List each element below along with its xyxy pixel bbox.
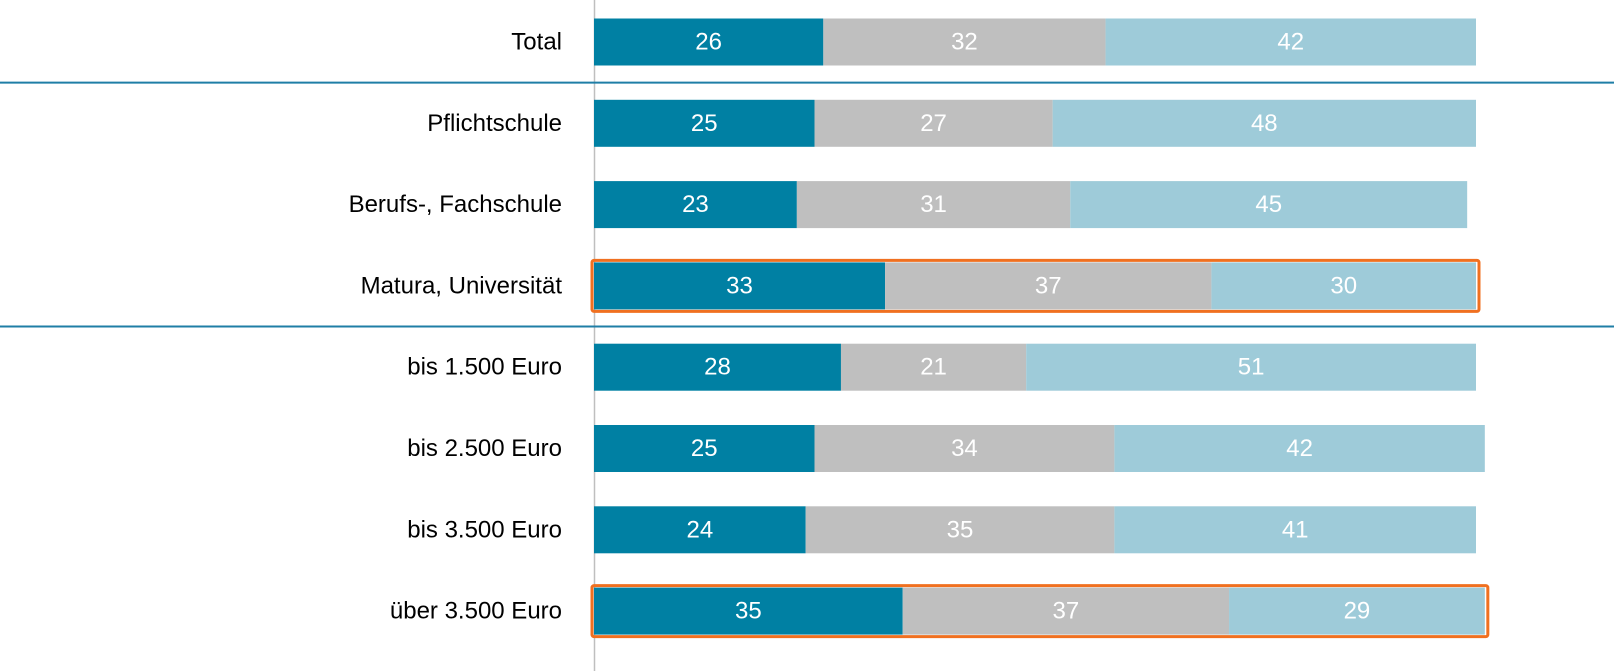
bar-segment	[1211, 262, 1476, 310]
bar-segment	[1114, 506, 1476, 554]
data-label: 35	[947, 516, 974, 543]
bar-segment	[594, 343, 841, 391]
bar-segment	[594, 425, 815, 472]
data-label: 23	[682, 191, 709, 218]
bar-segment	[1052, 99, 1476, 147]
data-label: 51	[1238, 354, 1265, 381]
bar-segment	[796, 181, 1071, 229]
data-label: 34	[951, 435, 978, 462]
bar-segment	[823, 18, 1106, 66]
highlight-box	[590, 584, 1490, 639]
data-label: 24	[686, 516, 713, 543]
bar-segment	[594, 18, 824, 66]
data-label: 28	[704, 354, 731, 381]
data-label: 27	[920, 110, 947, 137]
bar-segment	[885, 262, 1212, 310]
data-label: 42	[1277, 29, 1304, 56]
bar-segment	[805, 506, 1115, 554]
y-tick-label: bis 1.500 Euro	[407, 354, 562, 381]
bar-segment	[1105, 18, 1476, 66]
bar-segment	[814, 425, 1115, 472]
data-label: 25	[691, 435, 718, 462]
y-tick-label: bis 2.500 Euro	[407, 435, 562, 462]
data-label: 31	[920, 191, 947, 218]
bar-segment	[1070, 181, 1468, 229]
data-label: 37	[1035, 272, 1062, 299]
data-label: 32	[951, 29, 978, 56]
bar-segment	[1229, 587, 1485, 635]
bar-segment	[1114, 425, 1485, 472]
y-tick-label: Berufs-, Fachschule	[349, 191, 562, 218]
data-label: 41	[1282, 516, 1309, 543]
y-tick-label: Pflichtschule	[427, 110, 562, 137]
data-label: 48	[1251, 110, 1278, 137]
data-label: 35	[735, 598, 762, 625]
y-tick-label: Total	[511, 29, 562, 56]
bar-segment	[594, 99, 815, 147]
data-label: 30	[1330, 272, 1357, 299]
data-label: 21	[920, 354, 947, 381]
bar-segment	[840, 343, 1027, 391]
data-label: 26	[695, 29, 722, 56]
bar-segment	[594, 506, 806, 554]
bar-segment	[1026, 343, 1476, 391]
data-label: 42	[1286, 435, 1313, 462]
data-label: 25	[691, 110, 718, 137]
data-label: 29	[1344, 598, 1371, 625]
bar-segment	[594, 262, 886, 310]
bar-segment	[902, 587, 1230, 635]
bar-segment	[594, 181, 797, 229]
y-tick-label: über 3.500 Euro	[390, 598, 562, 625]
y-tick-label: bis 3.500 Euro	[407, 516, 562, 543]
bar-segment	[814, 99, 1053, 147]
bar-segment	[594, 587, 903, 635]
data-label: 37	[1053, 598, 1080, 625]
y-tick-label: Matura, Universität	[361, 272, 563, 299]
data-label: 33	[726, 272, 753, 299]
data-label: 45	[1255, 191, 1282, 218]
highlight-box	[590, 258, 1481, 313]
